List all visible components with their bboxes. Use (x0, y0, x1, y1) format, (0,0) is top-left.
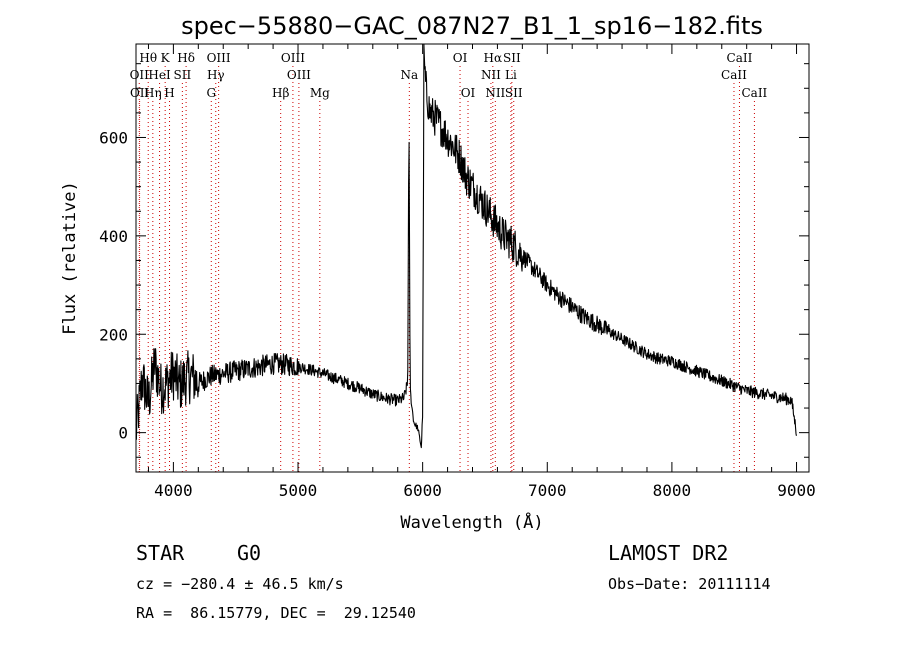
x-tick-label-1: 5000 (279, 481, 318, 500)
line-label-14: Na (400, 68, 418, 82)
line-label-16: Li (505, 68, 517, 82)
y-tick-label-1: 200 (99, 325, 128, 344)
line-label-12: Hγ (207, 68, 225, 82)
line-label-11: SII (174, 68, 192, 82)
observation-date: Obs−Date: 20111114 (608, 575, 771, 593)
x-tick-label-3: 7000 (528, 481, 567, 500)
line-label-22: Hβ (272, 86, 289, 100)
line-label-6: Hα (484, 51, 503, 65)
line-label-20: H (164, 86, 174, 100)
survey-name: LAMOST DR2 (608, 541, 729, 565)
line-label-0: Hθ (139, 51, 157, 65)
chart-title: spec−55880−GAC_087N27_B1_1_sp16−182.fits (181, 12, 763, 40)
line-label-17: CaII (721, 68, 747, 82)
line-label-15: NII (481, 68, 501, 82)
x-tick-label-4: 8000 (653, 481, 692, 500)
line-label-3: OIII (207, 51, 231, 65)
coordinates-readout: RA = 86.15779, DEC = 29.12540 (136, 604, 416, 622)
redshift-readout: cz = −280.4 ± 46.5 km/s (136, 575, 344, 593)
x-axis-ticks: 4000 5000 6000 7000 8000 9000 (147, 44, 816, 500)
line-label-10: HeI (148, 68, 171, 82)
line-label-23: Mg (310, 86, 330, 100)
line-label-5: OI (453, 51, 468, 65)
x-axis-label: Wavelength (Å) (400, 511, 543, 533)
object-type: STAR (136, 541, 185, 565)
plot-frame (135, 43, 810, 473)
x-tick-label-2: 6000 (403, 481, 442, 500)
y-axis-ticks: 0 200 400 600 (99, 63, 809, 458)
spectral-line-markers (138, 66, 755, 472)
line-label-19: Hη (144, 86, 162, 100)
line-label-24: OI (461, 86, 476, 100)
y-tick-label-3: 600 (99, 128, 128, 147)
line-label-27: CaII (741, 86, 767, 100)
line-label-18: OII (130, 86, 150, 100)
line-label-2: Hδ (177, 51, 195, 65)
line-label-7: SII (503, 51, 521, 65)
line-label-13: OIII (287, 68, 311, 82)
line-label-9: OII (130, 68, 150, 82)
spectrum-line (135, 43, 797, 449)
spectral-subclass: G0 (237, 541, 262, 565)
x-tick-label-5: 9000 (777, 481, 816, 500)
line-label-4: OIII (281, 51, 305, 65)
line-label-25: NII (485, 86, 505, 100)
line-label-26: SII (505, 86, 523, 100)
line-label-8: CaII (727, 51, 753, 65)
y-tick-label-0: 0 (118, 424, 128, 443)
y-axis-label: Flux (relative) (60, 181, 80, 335)
x-tick-label-0: 4000 (154, 481, 193, 500)
line-label-21: G (206, 86, 216, 100)
y-tick-label-2: 400 (99, 227, 128, 246)
line-label-1: K (161, 51, 171, 65)
